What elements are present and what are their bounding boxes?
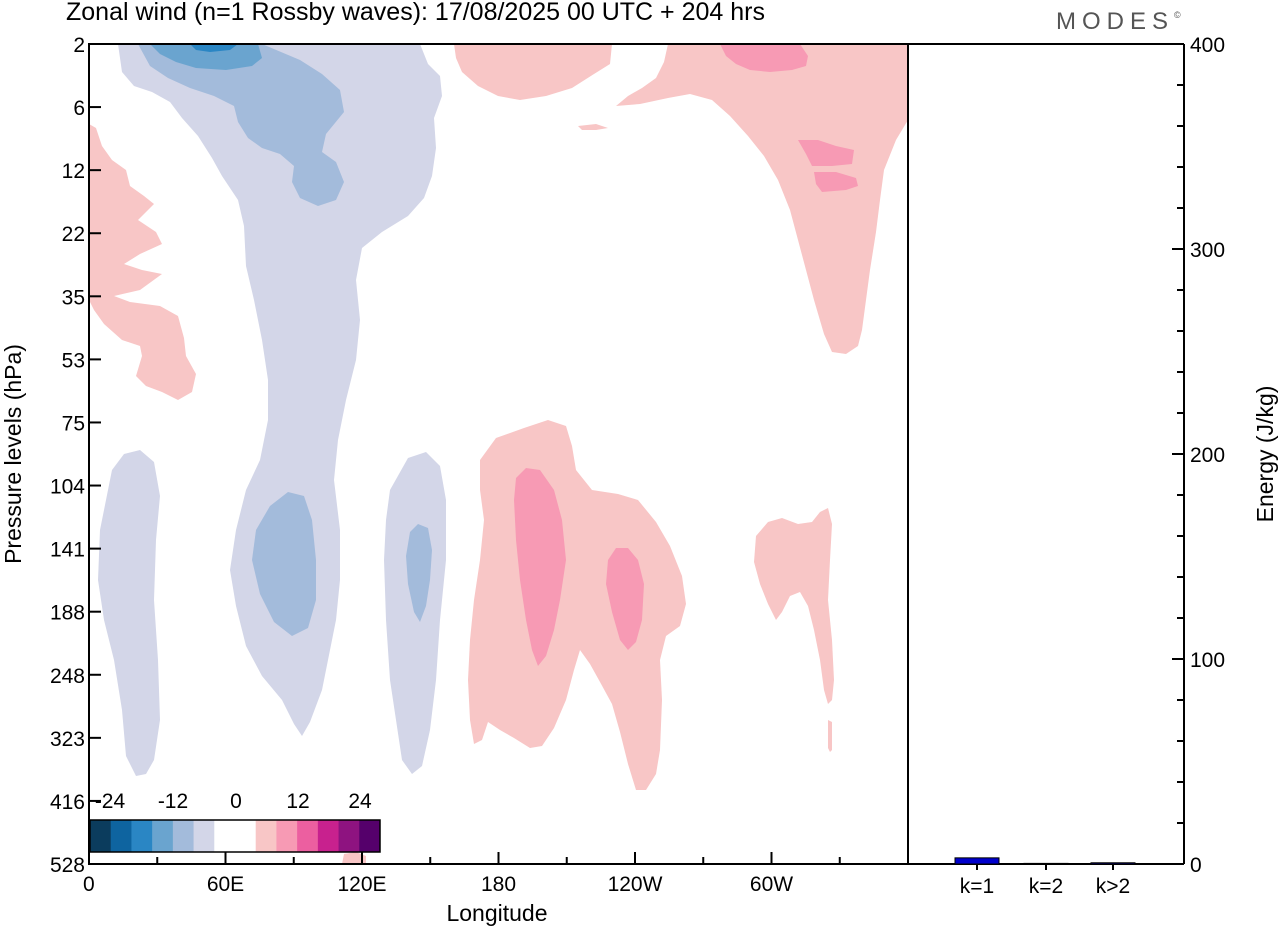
contour-pos-2-center-a [514, 468, 566, 666]
colorbar-label: 0 [230, 790, 242, 813]
contour-pos-1-left [89, 124, 196, 400]
energy-axis: 0 100 200 300 400 [1172, 34, 1225, 877]
energy-tick-label: 200 [1190, 444, 1225, 467]
colorbar-swatch [131, 820, 153, 852]
y-tick-label: 141 [50, 539, 85, 562]
y-tick-label: 53 [62, 349, 85, 372]
colorbar-swatch [359, 820, 381, 852]
energy-bar-labels: k=1 k=2 k>2 [960, 875, 1130, 898]
y-tick-label: 12 [62, 160, 85, 183]
colorbar-swatch [297, 820, 319, 852]
bar-category-label: k=2 [1029, 875, 1063, 898]
colorbar-swatch [338, 820, 360, 852]
x-tick-label: 120E [337, 873, 386, 896]
y-tick-label: 248 [50, 665, 85, 688]
y-tick-label: 35 [62, 286, 85, 309]
colorbar-swatch [172, 820, 195, 852]
colorbar-label: 12 [286, 790, 309, 813]
x-axis-title: Longitude [446, 900, 547, 926]
pressure-axis: 2 6 12 22 35 53 75 104 141 188 248 323 416 528 [50, 34, 101, 877]
contour-pos-1-bottom [342, 852, 366, 864]
contour-pos-1-center [468, 420, 686, 790]
contour-pos-1-topright [616, 44, 908, 354]
x-tick-label: 60E [207, 873, 244, 896]
contour-pos-1-right [754, 508, 834, 704]
contour-neg-1-left-column [98, 450, 160, 776]
contour-pos-1-sliver [578, 124, 608, 130]
bar-category-label: k=1 [960, 875, 994, 898]
contour-pos-2-center-b [606, 548, 644, 650]
contour-neg-2-mid [252, 492, 316, 636]
y-tick-label: 416 [50, 791, 85, 814]
x-tick-label: 60W [750, 873, 793, 896]
y-axis-title: Pressure levels (hPa) [0, 344, 26, 564]
y-tick-label: 188 [50, 602, 85, 625]
contour-pos-1-topcenter [454, 44, 612, 100]
colorbar-swatch [110, 820, 132, 852]
colorbar-frame [89, 819, 381, 853]
contour-neg-4-top [190, 44, 238, 52]
colorbar-swatch [90, 820, 112, 852]
colorbar-swatch [276, 820, 298, 852]
contour-neg-2-small [406, 524, 432, 622]
energy-tick-label: 400 [1190, 34, 1225, 57]
x-tick-label: 180 [481, 873, 516, 896]
y-tick-label: 6 [73, 97, 85, 120]
colorbar-swatch [214, 820, 236, 852]
colorbar [89, 819, 381, 853]
contour-pos-2-upper-right-b [814, 172, 858, 192]
colorbar-swatch [255, 820, 277, 852]
energy-tick-label: 0 [1190, 854, 1202, 877]
colorbar-label: 24 [348, 790, 372, 813]
brand-logo: MODES© [1056, 8, 1181, 35]
x-tick-label: 120W [608, 873, 663, 896]
colorbar-labels: -24 -12 0 12 24 [95, 790, 372, 813]
colorbar-swatch [317, 820, 340, 852]
contour-neg-2-top [138, 44, 344, 206]
x-tick-label: 0 [83, 873, 95, 896]
energy-axis-title: Energy (J/kg) [1252, 386, 1278, 523]
energy-bars [954, 857, 1136, 870]
contour-pos-2-topright [720, 44, 808, 72]
colorbar-swatch [235, 820, 257, 852]
colorbar-label: -24 [95, 790, 126, 813]
y-tick-label: 2 [73, 34, 85, 57]
brand-text: MODES [1056, 8, 1175, 35]
colorbar-label: -12 [158, 790, 188, 813]
colorbar-swatch [152, 820, 174, 852]
longitude-axis: 0 60E 120E 180 120W 60W [83, 852, 909, 896]
energy-bar [954, 857, 1000, 865]
chart-title: Zonal wind (n=1 Rossby waves): 17/08/202… [66, 0, 765, 26]
y-tick-label: 75 [62, 412, 85, 435]
contour-pos-2-upper-right-a [798, 140, 854, 166]
y-tick-label: 22 [62, 223, 85, 246]
y-tick-label: 528 [50, 854, 85, 877]
bar-category-label: k>2 [1096, 875, 1130, 898]
energy-bar [1090, 862, 1136, 865]
y-tick-label: 323 [50, 728, 85, 751]
contour-neg-1-main [118, 44, 442, 736]
contour-field [89, 44, 908, 864]
energy-tick-label: 100 [1190, 649, 1225, 672]
colorbar-swatch [193, 820, 215, 852]
energy-tick-label: 300 [1190, 239, 1225, 262]
y-tick-label: 104 [50, 476, 85, 499]
contour-neg-3-top [150, 44, 262, 70]
contour-pos-1-right-tail [828, 720, 832, 752]
